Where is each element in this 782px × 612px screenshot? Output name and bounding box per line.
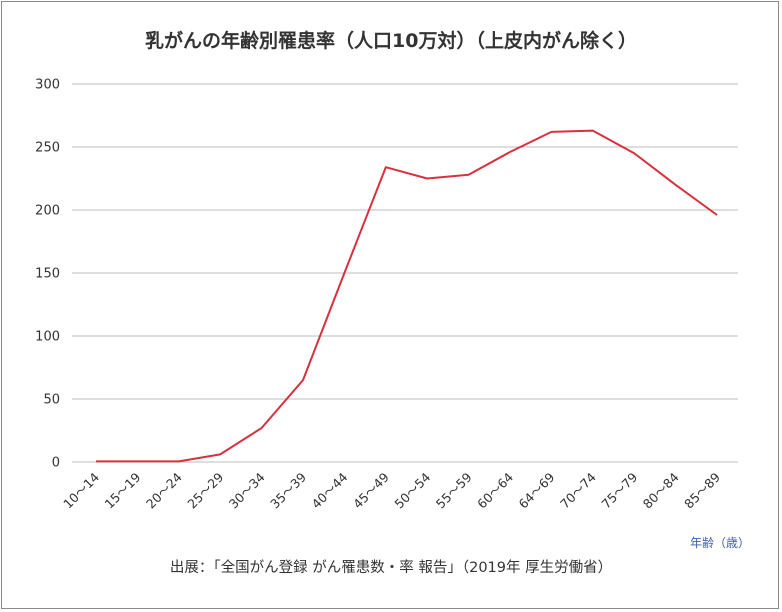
y-tick-label: 200 [35,204,60,219]
x-tick-label: 30～34 [226,469,268,511]
series-lines [96,129,718,463]
x-tick-label: 25～29 [184,469,226,511]
y-tick-label: 50 [43,393,60,408]
x-axis-unit-label: 年齢（歳） [690,536,751,550]
x-tick-label: 75～79 [598,469,640,511]
x-tick-label: 60～64 [474,469,516,511]
x-tick-label: 64～69 [516,469,558,511]
x-tick-label: 70～74 [557,469,599,511]
x-tick-label: 80～84 [640,469,682,511]
y-tick-label: 300 [35,78,60,93]
x-tick-label: 85～89 [681,469,723,511]
x-tick-label: 40～44 [309,469,351,511]
y-tick-label: 0 [52,456,60,471]
x-tick-label: 15～19 [102,469,144,511]
y-tick-label: 150 [35,267,60,282]
x-tick-label: 20～24 [143,469,185,511]
grid-lines [72,83,738,463]
x-tick-label: 35～39 [267,469,309,511]
x-tick-label: 45～49 [350,469,392,511]
y-tick-label: 250 [35,141,60,156]
y-tick-labels: 0 50 100 150 200 250 300 [35,78,60,471]
series-line-0 [96,129,718,463]
y-tick-label: 100 [35,330,60,345]
x-tick-label: 10～14 [60,469,102,511]
source-note: 出展：「全国がん登録 がん罹患数・率 報告」（2019年 厚生労働省） [169,560,613,576]
x-tick-label: 55～59 [433,469,475,511]
x-tick-labels: 10～14 15～19 20～24 25～29 30～34 35～39 40～44 45～49… [60,469,723,511]
x-tick-label: 50～54 [391,469,433,511]
chart-title: 乳がんの年齢別罹患率（人口10万対）（上皮内がん除く） [145,30,637,52]
